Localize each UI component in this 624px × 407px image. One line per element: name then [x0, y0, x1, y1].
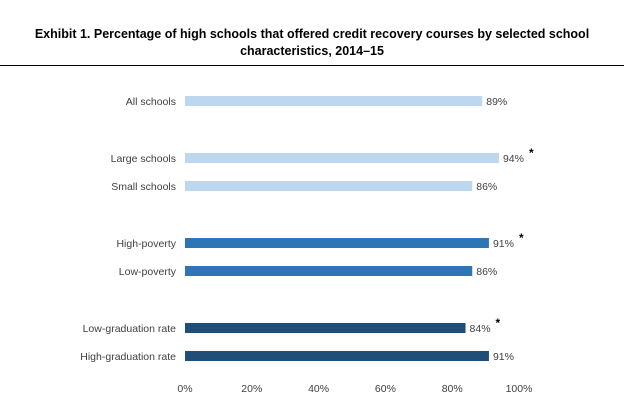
bar: [185, 96, 483, 106]
significance-star: *: [519, 231, 524, 245]
category-label: Low-graduation rate: [83, 323, 177, 335]
category-label: Large schools: [111, 153, 176, 165]
chart-title-line-1: Exhibit 1. Percentage of high schools th…: [34, 27, 590, 41]
significance-star: *: [529, 146, 534, 160]
bar: [185, 351, 489, 361]
data-label: 86%: [476, 181, 497, 193]
data-label: 91%: [493, 238, 514, 250]
x-tick-label: 40%: [308, 383, 329, 395]
x-tick-label: 100%: [506, 383, 533, 395]
x-tick-label: 80%: [442, 383, 463, 395]
category-label: Low-poverty: [119, 266, 177, 278]
category-label: All schools: [126, 96, 176, 108]
category-label: Small schools: [111, 181, 176, 193]
data-label: 91%: [493, 351, 514, 363]
chart-title: Exhibit 1. Percentage of high schools th…: [0, 26, 624, 60]
chart-title-line-2: characteristics, 2014–15: [240, 44, 384, 58]
bar: [185, 323, 466, 333]
x-tick-label: 20%: [241, 383, 262, 395]
data-label: 86%: [476, 266, 497, 278]
data-label: 89%: [486, 96, 507, 108]
data-label: 94%: [503, 153, 524, 165]
bar: [185, 266, 473, 276]
data-label: 84%: [470, 323, 491, 335]
category-label: High-poverty: [116, 238, 176, 250]
bar: [185, 238, 489, 248]
bar: [185, 181, 473, 191]
bar: [185, 153, 499, 163]
significance-star: *: [496, 316, 501, 330]
title-divider: [0, 65, 624, 66]
x-tick-label: 0%: [177, 383, 192, 395]
x-tick-label: 60%: [375, 383, 396, 395]
category-label: High-graduation rate: [80, 351, 176, 363]
